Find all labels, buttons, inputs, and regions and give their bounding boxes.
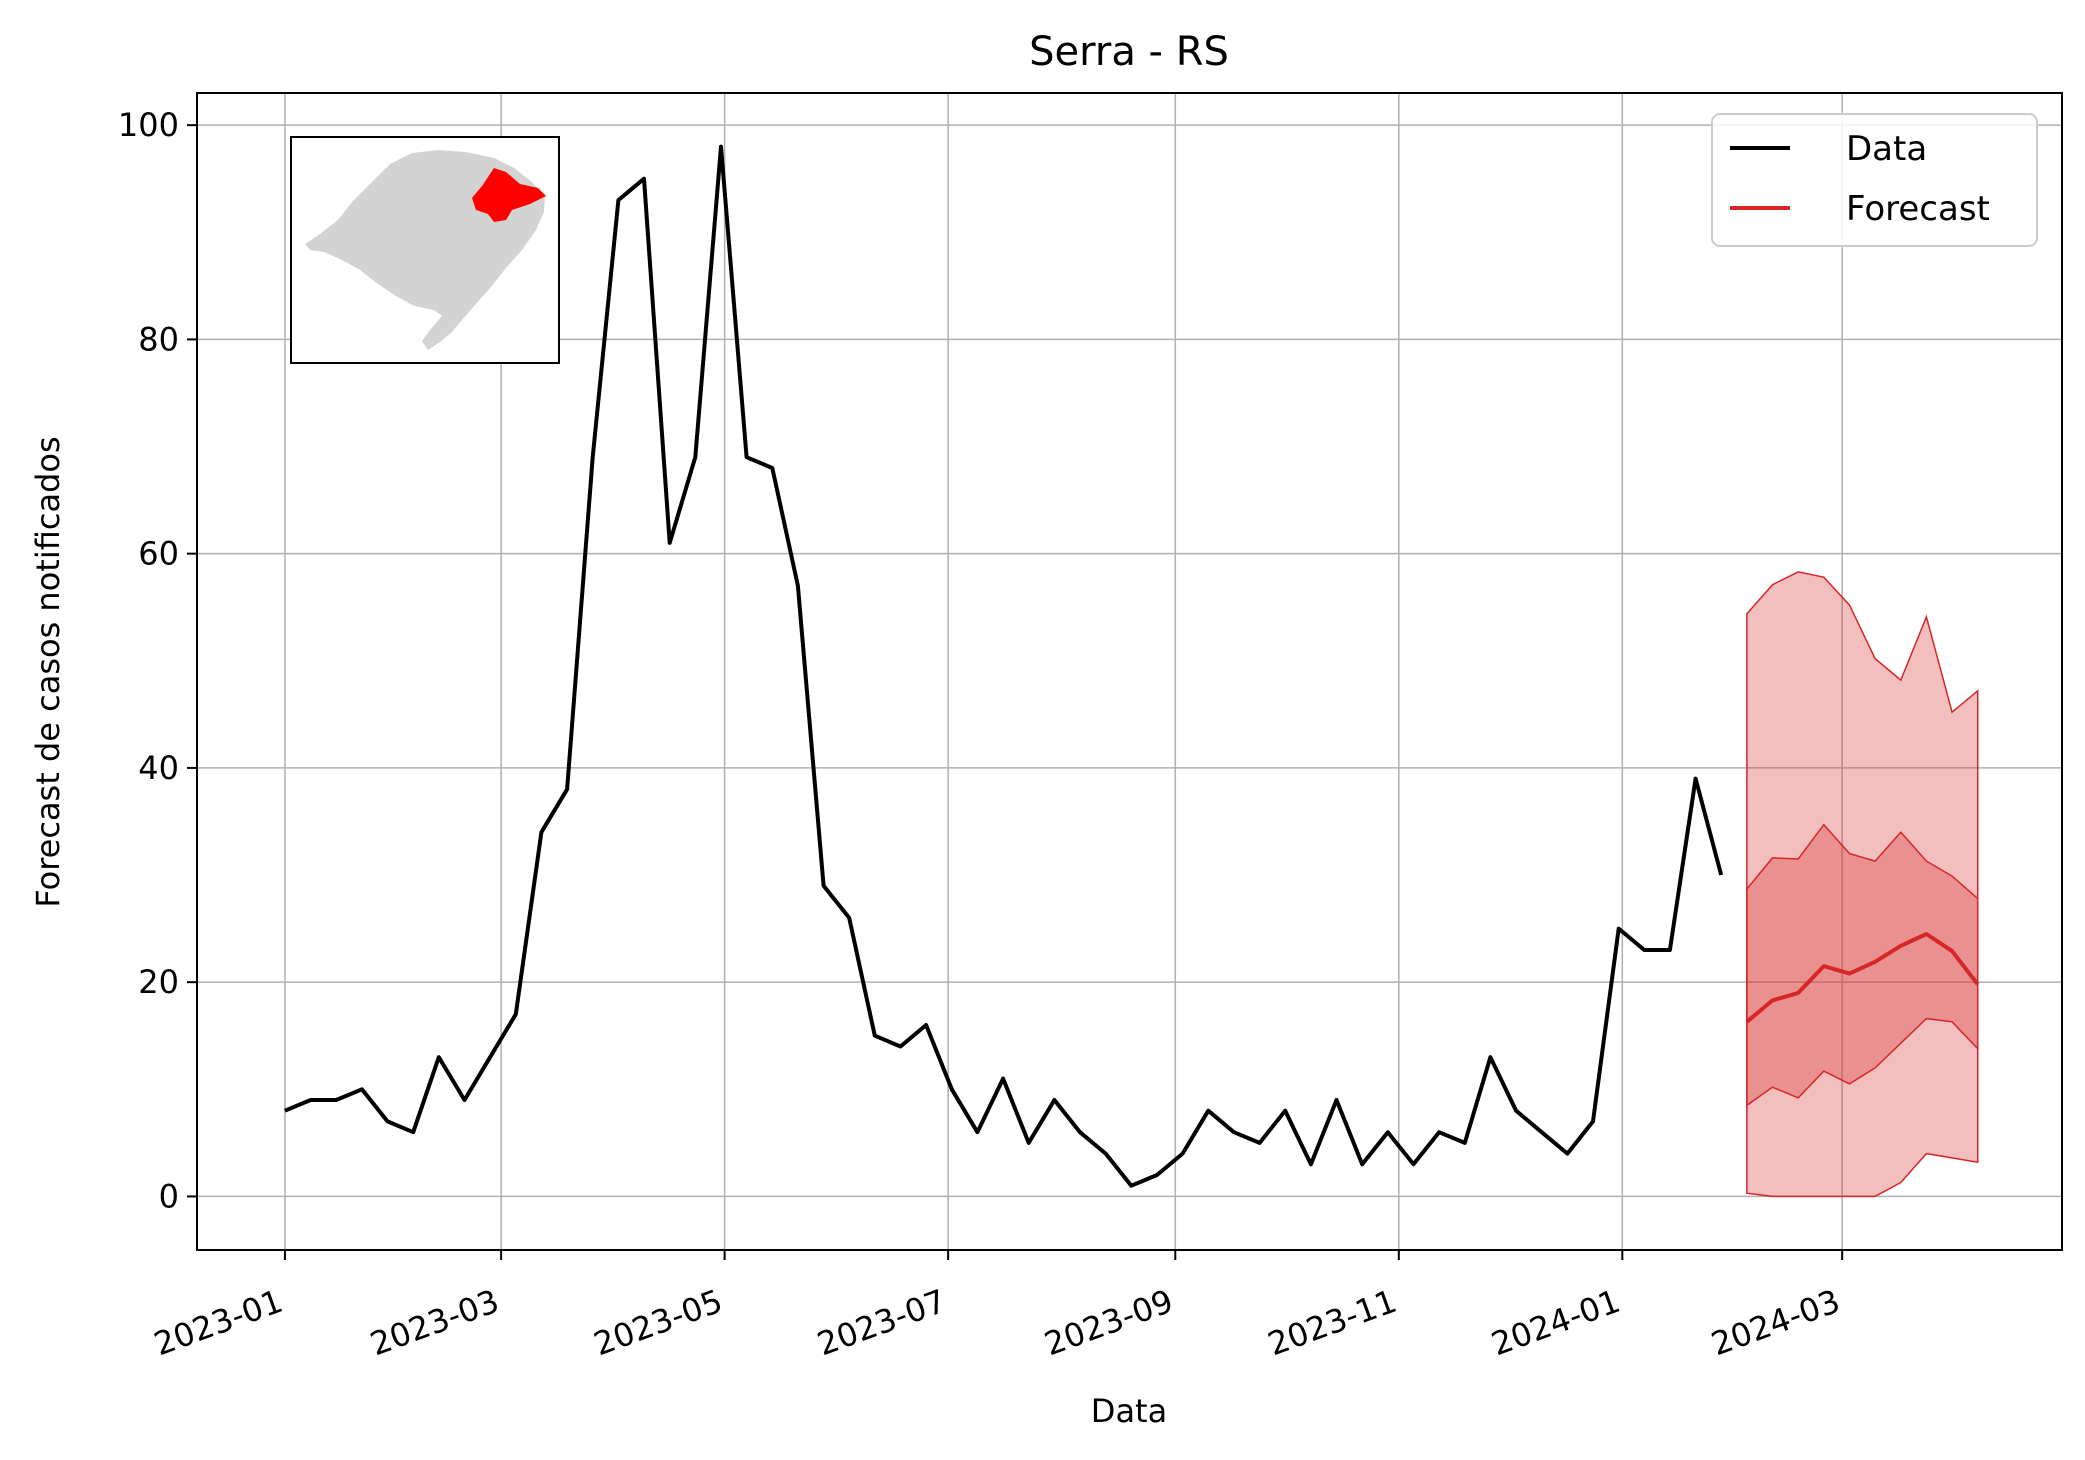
- series-lines: [284, 144, 1980, 1188]
- inset-map: [290, 136, 560, 364]
- serra-region-highlight: [472, 168, 546, 222]
- forecast-outer-band: [1746, 571, 1979, 1198]
- legend: Data Forecast: [1711, 113, 2038, 247]
- legend-forecast-label: Forecast: [1846, 189, 1990, 229]
- chart-title: Serra - RS: [1029, 29, 1229, 75]
- y-tick-label: 20: [138, 963, 179, 1001]
- y-axis-label: Forecast de casos notificados: [29, 436, 67, 907]
- y-tick-label: 100: [118, 106, 179, 144]
- y-tick-label: 60: [138, 535, 179, 573]
- legend-data-label: Data: [1846, 129, 1927, 169]
- y-tick-label: 40: [138, 749, 179, 787]
- forecast-bands: [1746, 571, 1979, 1198]
- legend-box: [1711, 113, 2038, 247]
- forecast-series-line: [1745, 932, 1980, 1024]
- y-tick-label: 80: [138, 320, 179, 358]
- x-axis-label: Data: [1091, 1392, 1167, 1430]
- plot-frame: [196, 92, 2063, 1251]
- y-tick-label: 0: [159, 1177, 179, 1215]
- forecast-inner-band: [1746, 823, 1979, 1107]
- data-series-line: [284, 144, 1724, 1188]
- y-axis-ticks: 0 20 40 60 80 100: [118, 106, 197, 1215]
